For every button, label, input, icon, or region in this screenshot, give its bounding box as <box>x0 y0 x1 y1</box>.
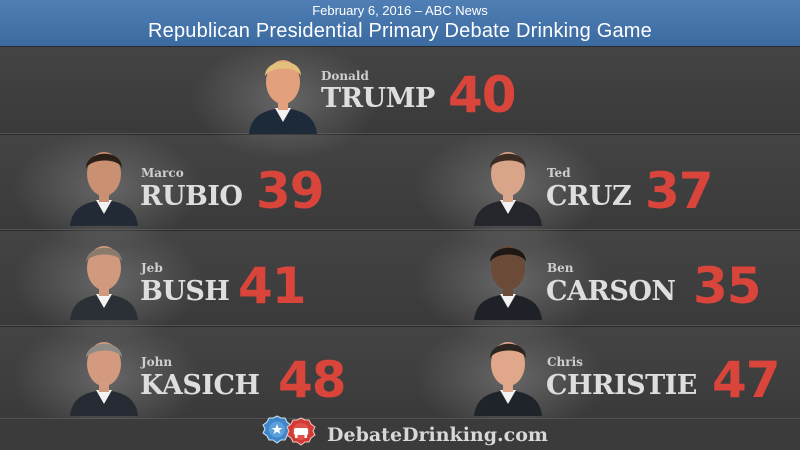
portrait-collar <box>500 390 516 404</box>
portrait-hair <box>490 247 526 262</box>
portrait-icon <box>70 342 138 416</box>
debate-date: February 6, 2016 – ABC News <box>312 3 488 18</box>
candidate-last-name: CRUZ <box>546 181 632 212</box>
portrait-face <box>87 246 121 290</box>
candidate-last-name: TRUMP <box>321 83 435 114</box>
candidate-count: 40 <box>448 66 517 124</box>
candidate-photo-cruz <box>472 138 544 226</box>
candidate-first-name: Ben <box>547 261 574 275</box>
footer <box>0 419 800 450</box>
portrait-collar <box>96 390 112 404</box>
portrait-collar <box>96 200 112 214</box>
bottle-caps-logo-icon <box>257 412 321 448</box>
portrait-face <box>491 152 525 196</box>
candidate-first-name: Marco <box>141 166 184 180</box>
portrait-icon <box>474 342 542 416</box>
portrait-face <box>87 342 121 386</box>
portrait-face <box>266 60 300 104</box>
candidate-last-name: RUBIO <box>140 181 243 212</box>
candidate-first-name: Chris <box>547 355 583 369</box>
candidate-photo-trump <box>247 46 319 134</box>
candidate-photo-carson <box>472 232 544 320</box>
portrait-icon <box>474 152 542 226</box>
portrait-hair <box>490 343 526 358</box>
page-title: Republican Presidential Primary Debate D… <box>148 20 652 42</box>
portrait-collar <box>96 294 112 308</box>
candidate-first-name: Donald <box>321 69 369 83</box>
portrait-icon <box>249 60 317 134</box>
portrait-hair <box>86 153 122 168</box>
candidate-count: 37 <box>645 162 714 220</box>
candidate-photo-christie <box>472 328 544 416</box>
candidate-last-name: KASICH <box>140 370 260 401</box>
candidate-count: 39 <box>256 162 325 220</box>
candidate-photo-kasich <box>68 328 140 416</box>
candidate-first-name: John <box>141 355 173 369</box>
portrait-hair <box>86 343 122 358</box>
candidate-last-name: BUSH <box>140 276 230 307</box>
portrait-icon <box>70 246 138 320</box>
candidate-last-name: CHRISTIE <box>546 370 697 401</box>
portrait-hair <box>86 247 122 262</box>
portrait-collar <box>275 108 291 122</box>
portrait-collar <box>500 200 516 214</box>
portrait-face <box>87 152 121 196</box>
row-1 <box>0 46 800 134</box>
portrait-icon <box>70 152 138 226</box>
candidate-first-name: Jeb <box>141 261 163 275</box>
candidate-photo-bush <box>68 232 140 320</box>
portrait-icon <box>474 246 542 320</box>
candidate-count: 41 <box>238 257 307 315</box>
site-link[interactable]: DebateDrinking.com <box>327 424 548 446</box>
candidate-last-name: CARSON <box>546 276 676 307</box>
candidate-count: 35 <box>693 257 762 315</box>
candidate-count: 48 <box>278 351 347 409</box>
portrait-collar <box>500 294 516 308</box>
candidate-photo-rubio <box>68 138 140 226</box>
portrait-face <box>491 342 525 386</box>
candidate-first-name: Ted <box>547 166 571 180</box>
header-banner: February 6, 2016 – ABC News Republican P… <box>0 0 800 46</box>
portrait-face <box>491 246 525 290</box>
portrait-hair <box>265 61 301 76</box>
candidate-count: 47 <box>712 351 781 409</box>
portrait-hair <box>490 153 526 168</box>
